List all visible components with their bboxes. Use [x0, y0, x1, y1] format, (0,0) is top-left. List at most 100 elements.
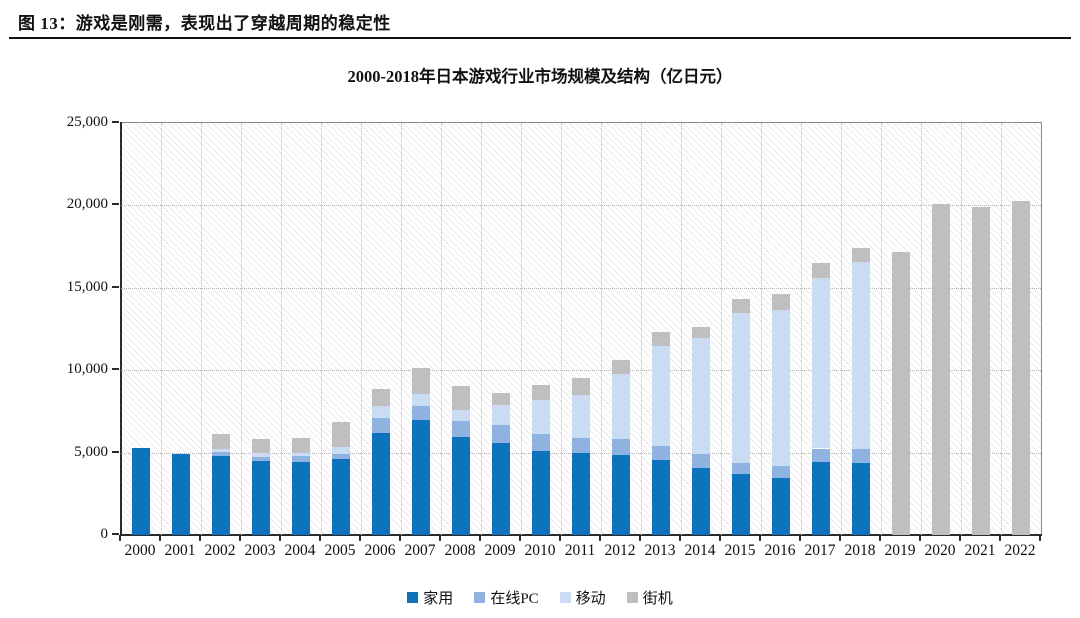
- gridline-vertical: [721, 123, 722, 535]
- x-axis-label: 2015: [724, 542, 756, 559]
- x-axis-tick: [759, 535, 761, 541]
- x-axis-label: 2002: [204, 542, 236, 559]
- bar-segment-在线PC: [452, 421, 470, 437]
- plot-area: [120, 122, 1042, 536]
- bar-segment-在线PC: [572, 437, 590, 454]
- legend-item-在线PC: 在线PC: [474, 587, 539, 608]
- bar-segment-街机: [452, 385, 470, 410]
- x-axis-tick: [319, 535, 321, 541]
- bar-segment-家用: [172, 454, 190, 535]
- bar-segment-移动: [292, 452, 310, 456]
- chart-title: 2000-2018年日本游戏行业市场规模及结构（亿日元）: [347, 67, 733, 86]
- gridline-vertical: [321, 123, 322, 535]
- bar-segment-移动: [772, 310, 790, 466]
- bar-segment-街机: [1012, 201, 1030, 535]
- bar-segment-家用: [252, 460, 270, 535]
- legend-label: 移动: [575, 591, 606, 607]
- gridline-vertical: [881, 123, 882, 535]
- legend-swatch-icon: [407, 592, 419, 603]
- bar-segment-街机: [492, 393, 510, 405]
- x-axis-label: 2022: [1004, 542, 1036, 559]
- bar-segment-家用: [292, 461, 310, 535]
- bar-segment-移动: [332, 446, 350, 455]
- x-axis-tick: [279, 535, 281, 541]
- caption-divider: [9, 37, 1071, 39]
- bar-segment-移动: [812, 277, 830, 449]
- x-axis-tick: [559, 535, 561, 541]
- gridline-horizontal: [121, 205, 1041, 207]
- x-axis-label: 2000: [124, 542, 156, 559]
- x-axis-label: 2003: [244, 542, 276, 559]
- bar-segment-街机: [332, 422, 350, 447]
- gridline-vertical: [761, 123, 762, 535]
- x-axis-label: 2001: [164, 542, 196, 559]
- bar-segment-移动: [372, 406, 390, 418]
- x-axis-tick: [639, 535, 641, 541]
- y-axis-label: 25,000: [66, 114, 108, 130]
- y-axis-label: 10,000: [66, 361, 108, 378]
- y-axis-tick: [112, 450, 119, 453]
- bar-segment-家用: [652, 460, 670, 535]
- gridline-vertical: [481, 123, 482, 535]
- gridline-vertical: [681, 123, 682, 535]
- bar-segment-家用: [452, 436, 470, 535]
- x-axis-tick: [799, 535, 801, 541]
- y-axis-label: 0: [100, 526, 109, 542]
- x-axis-label: 2011: [564, 542, 596, 559]
- x-axis-label: 2021: [964, 542, 996, 559]
- x-axis-label: 2020: [924, 542, 956, 559]
- gridline-vertical: [841, 123, 842, 535]
- bar-segment-移动: [452, 409, 470, 422]
- x-axis-label: 2013: [644, 542, 676, 559]
- gridline-vertical: [921, 123, 922, 535]
- bar-segment-家用: [732, 474, 750, 535]
- x-axis-tick: [959, 535, 961, 541]
- legend: 家用 在线PC 移动 街机: [0, 587, 1080, 608]
- gridline-vertical: [641, 123, 642, 535]
- gridline-vertical: [801, 123, 802, 535]
- bar-segment-家用: [132, 448, 150, 535]
- x-axis-label: 2019: [884, 542, 916, 559]
- x-axis-label: 2007: [404, 542, 436, 559]
- bar-segment-街机: [852, 248, 870, 263]
- bar-segment-家用: [612, 455, 630, 535]
- x-axis-tick: [359, 535, 361, 541]
- bar-segment-在线PC: [412, 405, 430, 420]
- bar-segment-街机: [932, 203, 950, 535]
- bar-segment-家用: [772, 478, 790, 535]
- bar-segment-街机: [732, 299, 750, 313]
- x-axis-label: 2004: [284, 542, 316, 559]
- bar-segment-移动: [252, 453, 270, 457]
- bar-segment-街机: [972, 207, 990, 535]
- bar-segment-家用: [212, 455, 230, 535]
- bar-segment-在线PC: [772, 465, 790, 479]
- bar-segment-街机: [532, 385, 550, 400]
- bar-segment-家用: [332, 459, 350, 535]
- bar-segment-家用: [412, 419, 430, 535]
- legend-swatch-icon: [559, 592, 571, 603]
- x-axis-label: 2014: [684, 542, 716, 559]
- x-axis-line: [120, 534, 1042, 536]
- y-axis-tick: [112, 285, 119, 288]
- bar-segment-家用: [852, 463, 870, 535]
- gridline-vertical: [521, 123, 522, 535]
- bar-segment-街机: [652, 332, 670, 347]
- bar-segment-移动: [492, 404, 510, 425]
- bar-segment-街机: [812, 263, 830, 278]
- y-axis-tick: [112, 121, 119, 123]
- bar-segment-在线PC: [532, 434, 550, 451]
- x-axis-label: 2010: [524, 542, 556, 559]
- x-axis-label: 2012: [604, 542, 636, 559]
- bar-segment-街机: [412, 367, 430, 395]
- x-axis-label: 2017: [804, 542, 836, 559]
- x-axis-tick: [479, 535, 481, 541]
- gridline-vertical: [281, 123, 282, 535]
- bar-segment-移动: [532, 399, 550, 435]
- bar-segment-在线PC: [212, 451, 230, 456]
- x-axis-label: 2009: [484, 542, 516, 559]
- x-axis-tick: [519, 535, 521, 541]
- bar-segment-家用: [532, 450, 550, 535]
- legend-label: 在线PC: [490, 591, 539, 607]
- bar-segment-在线PC: [652, 446, 670, 461]
